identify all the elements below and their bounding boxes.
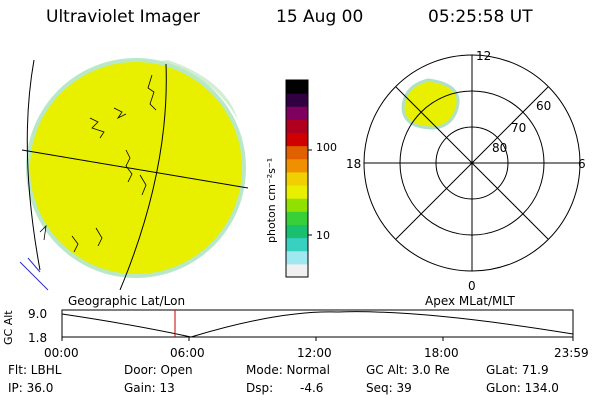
altitude-xticks <box>61 337 574 341</box>
colorbar-band <box>286 263 308 278</box>
lat-label-70: 70 <box>511 121 526 135</box>
mlt-label-18: 18 <box>346 157 361 171</box>
colorbar-tick-10: 10 <box>316 229 330 242</box>
meridian-line-left <box>26 59 41 271</box>
colorbar-frame <box>285 79 309 278</box>
earth-disk <box>30 62 242 274</box>
colorbar-band <box>286 250 308 265</box>
colorbar-band <box>286 145 308 160</box>
glon-info: GLon: 134.0 <box>486 381 559 395</box>
coastlines <box>39 74 157 253</box>
gc-alt-info: GC Alt: 3.0 Re <box>366 363 450 377</box>
altitude-xtick-0000: 00:00 <box>44 346 79 360</box>
altitude-xtick-0600: 06:00 <box>170 346 205 360</box>
colorbar-band <box>286 132 308 147</box>
mode-info: Mode: Normal <box>246 363 330 377</box>
colorbar-band <box>286 198 308 212</box>
altitude-xtick-1800: 18:00 <box>424 346 459 360</box>
latitude-line <box>21 149 249 189</box>
uv-image <box>19 58 249 291</box>
glat-info: GLat: 71.9 <box>486 363 549 377</box>
colorbar-tick-100: 100 <box>316 141 337 154</box>
date-label: 15 Aug 00 <box>276 7 364 27</box>
polar-diagonal-2 <box>395 86 549 240</box>
altitude-xtick-2359: 23:59 <box>554 346 589 360</box>
ip-info: IP: 36.0 <box>8 381 54 395</box>
colorbar-band <box>286 93 308 107</box>
instrument-title: Ultraviolet Imager <box>46 7 200 27</box>
lat-label-80: 80 <box>492 141 507 155</box>
seq-info: Seq: 39 <box>366 381 412 395</box>
altitude-plot <box>61 309 574 341</box>
colorbar-band <box>286 80 308 94</box>
colorbar-band <box>286 171 308 186</box>
altitude-ylabel: GC Alt <box>2 310 15 345</box>
blue-coast-marks <box>19 257 49 291</box>
altitude-left-label: Geographic Lat/Lon <box>68 294 185 308</box>
altitude-curve <box>61 311 574 338</box>
time-label: 05:25:58 UT <box>428 7 533 27</box>
filter-info: Flt: LBHL <box>8 363 62 377</box>
mlt-label-12: 12 <box>476 49 491 63</box>
altitude-ytick-top: 9.0 <box>28 307 47 321</box>
altitude-plot-frame <box>61 309 574 338</box>
altitude-right-label: Apex MLat/MLT <box>425 294 515 308</box>
colorbar-band <box>286 224 308 239</box>
meridian-line-right <box>119 63 167 290</box>
door-info: Door: Open <box>124 363 193 377</box>
colorbar-band <box>286 106 308 120</box>
mlt-label-6: 6 <box>578 157 586 171</box>
dsp-value: -4.6 <box>300 381 324 395</box>
dsp-label: Dsp: <box>246 381 274 395</box>
polar-plot <box>363 54 581 272</box>
colorbar <box>285 79 312 278</box>
gain-info: Gain: 13 <box>124 381 175 395</box>
mlt-label-0: 0 <box>468 279 476 293</box>
lat-label-60: 60 <box>536 99 551 113</box>
colorbar-band <box>286 237 308 252</box>
colorbar-unit-label: photon cm⁻²s⁻¹ <box>265 158 278 243</box>
limb-glow <box>150 60 238 120</box>
colorbar-band <box>286 185 308 199</box>
altitude-xtick-1200: 12:00 <box>297 346 332 360</box>
colorbar-band <box>286 211 308 225</box>
colorbar-band <box>286 119 308 134</box>
altitude-ytick-bottom: 1.8 <box>28 331 47 345</box>
colorbar-band <box>286 158 308 173</box>
